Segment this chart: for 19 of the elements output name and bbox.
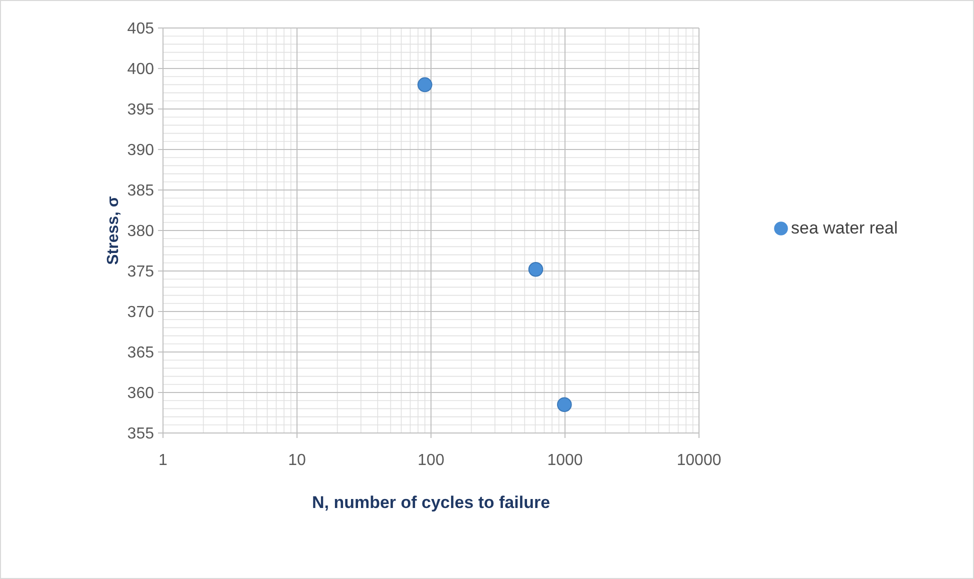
- y-tick-label: 380: [127, 223, 154, 240]
- y-tick-label: 400: [127, 61, 154, 78]
- y-tick-label: 370: [127, 304, 154, 322]
- y-tick-label: 375: [127, 264, 154, 281]
- x-tick-label: 100: [418, 452, 444, 469]
- x-tick-label: 10000: [676, 452, 722, 469]
- x-tick-label: 1: [158, 452, 168, 469]
- y-tick-label: 360: [127, 385, 154, 402]
- y-tick-label: 390: [127, 142, 154, 160]
- x-axis-title: N, number of cycles to failure: [312, 493, 550, 512]
- y-tick-label: 405: [127, 20, 154, 38]
- y-tick-label: 355: [127, 426, 154, 443]
- x-tick-label: 10: [288, 452, 306, 469]
- y-tick-label: 395: [127, 102, 154, 119]
- x-tick-label: 1000: [547, 452, 583, 469]
- legend-label: sea water real: [791, 218, 898, 238]
- y-tick-label: 385: [127, 182, 154, 200]
- y-tick-label: 365: [127, 344, 154, 362]
- y-axis-title: Stress, σ: [105, 196, 122, 265]
